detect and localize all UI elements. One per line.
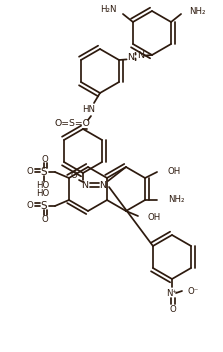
Text: H₂N: H₂N [100, 6, 117, 14]
Text: O: O [71, 171, 77, 181]
Text: HN: HN [83, 105, 95, 113]
Text: N: N [137, 51, 144, 60]
Text: O⁻: O⁻ [188, 287, 199, 295]
Text: OH: OH [167, 166, 180, 176]
Text: NH₂: NH₂ [168, 195, 185, 205]
Text: O: O [27, 166, 33, 176]
Text: S: S [41, 201, 47, 211]
Text: O: O [170, 304, 176, 314]
Text: O: O [41, 214, 48, 224]
Text: HO: HO [36, 189, 50, 199]
Text: HO: HO [36, 182, 50, 190]
Text: OH: OH [148, 213, 161, 221]
Text: O: O [41, 155, 48, 163]
Text: N⁺: N⁺ [166, 289, 178, 298]
Text: O=S=O: O=S=O [54, 119, 90, 127]
Text: N: N [99, 181, 107, 189]
Text: S: S [41, 167, 47, 177]
Text: NH₂: NH₂ [189, 6, 206, 15]
Text: N: N [81, 181, 89, 189]
Text: O: O [27, 201, 33, 209]
Text: N: N [127, 53, 134, 62]
